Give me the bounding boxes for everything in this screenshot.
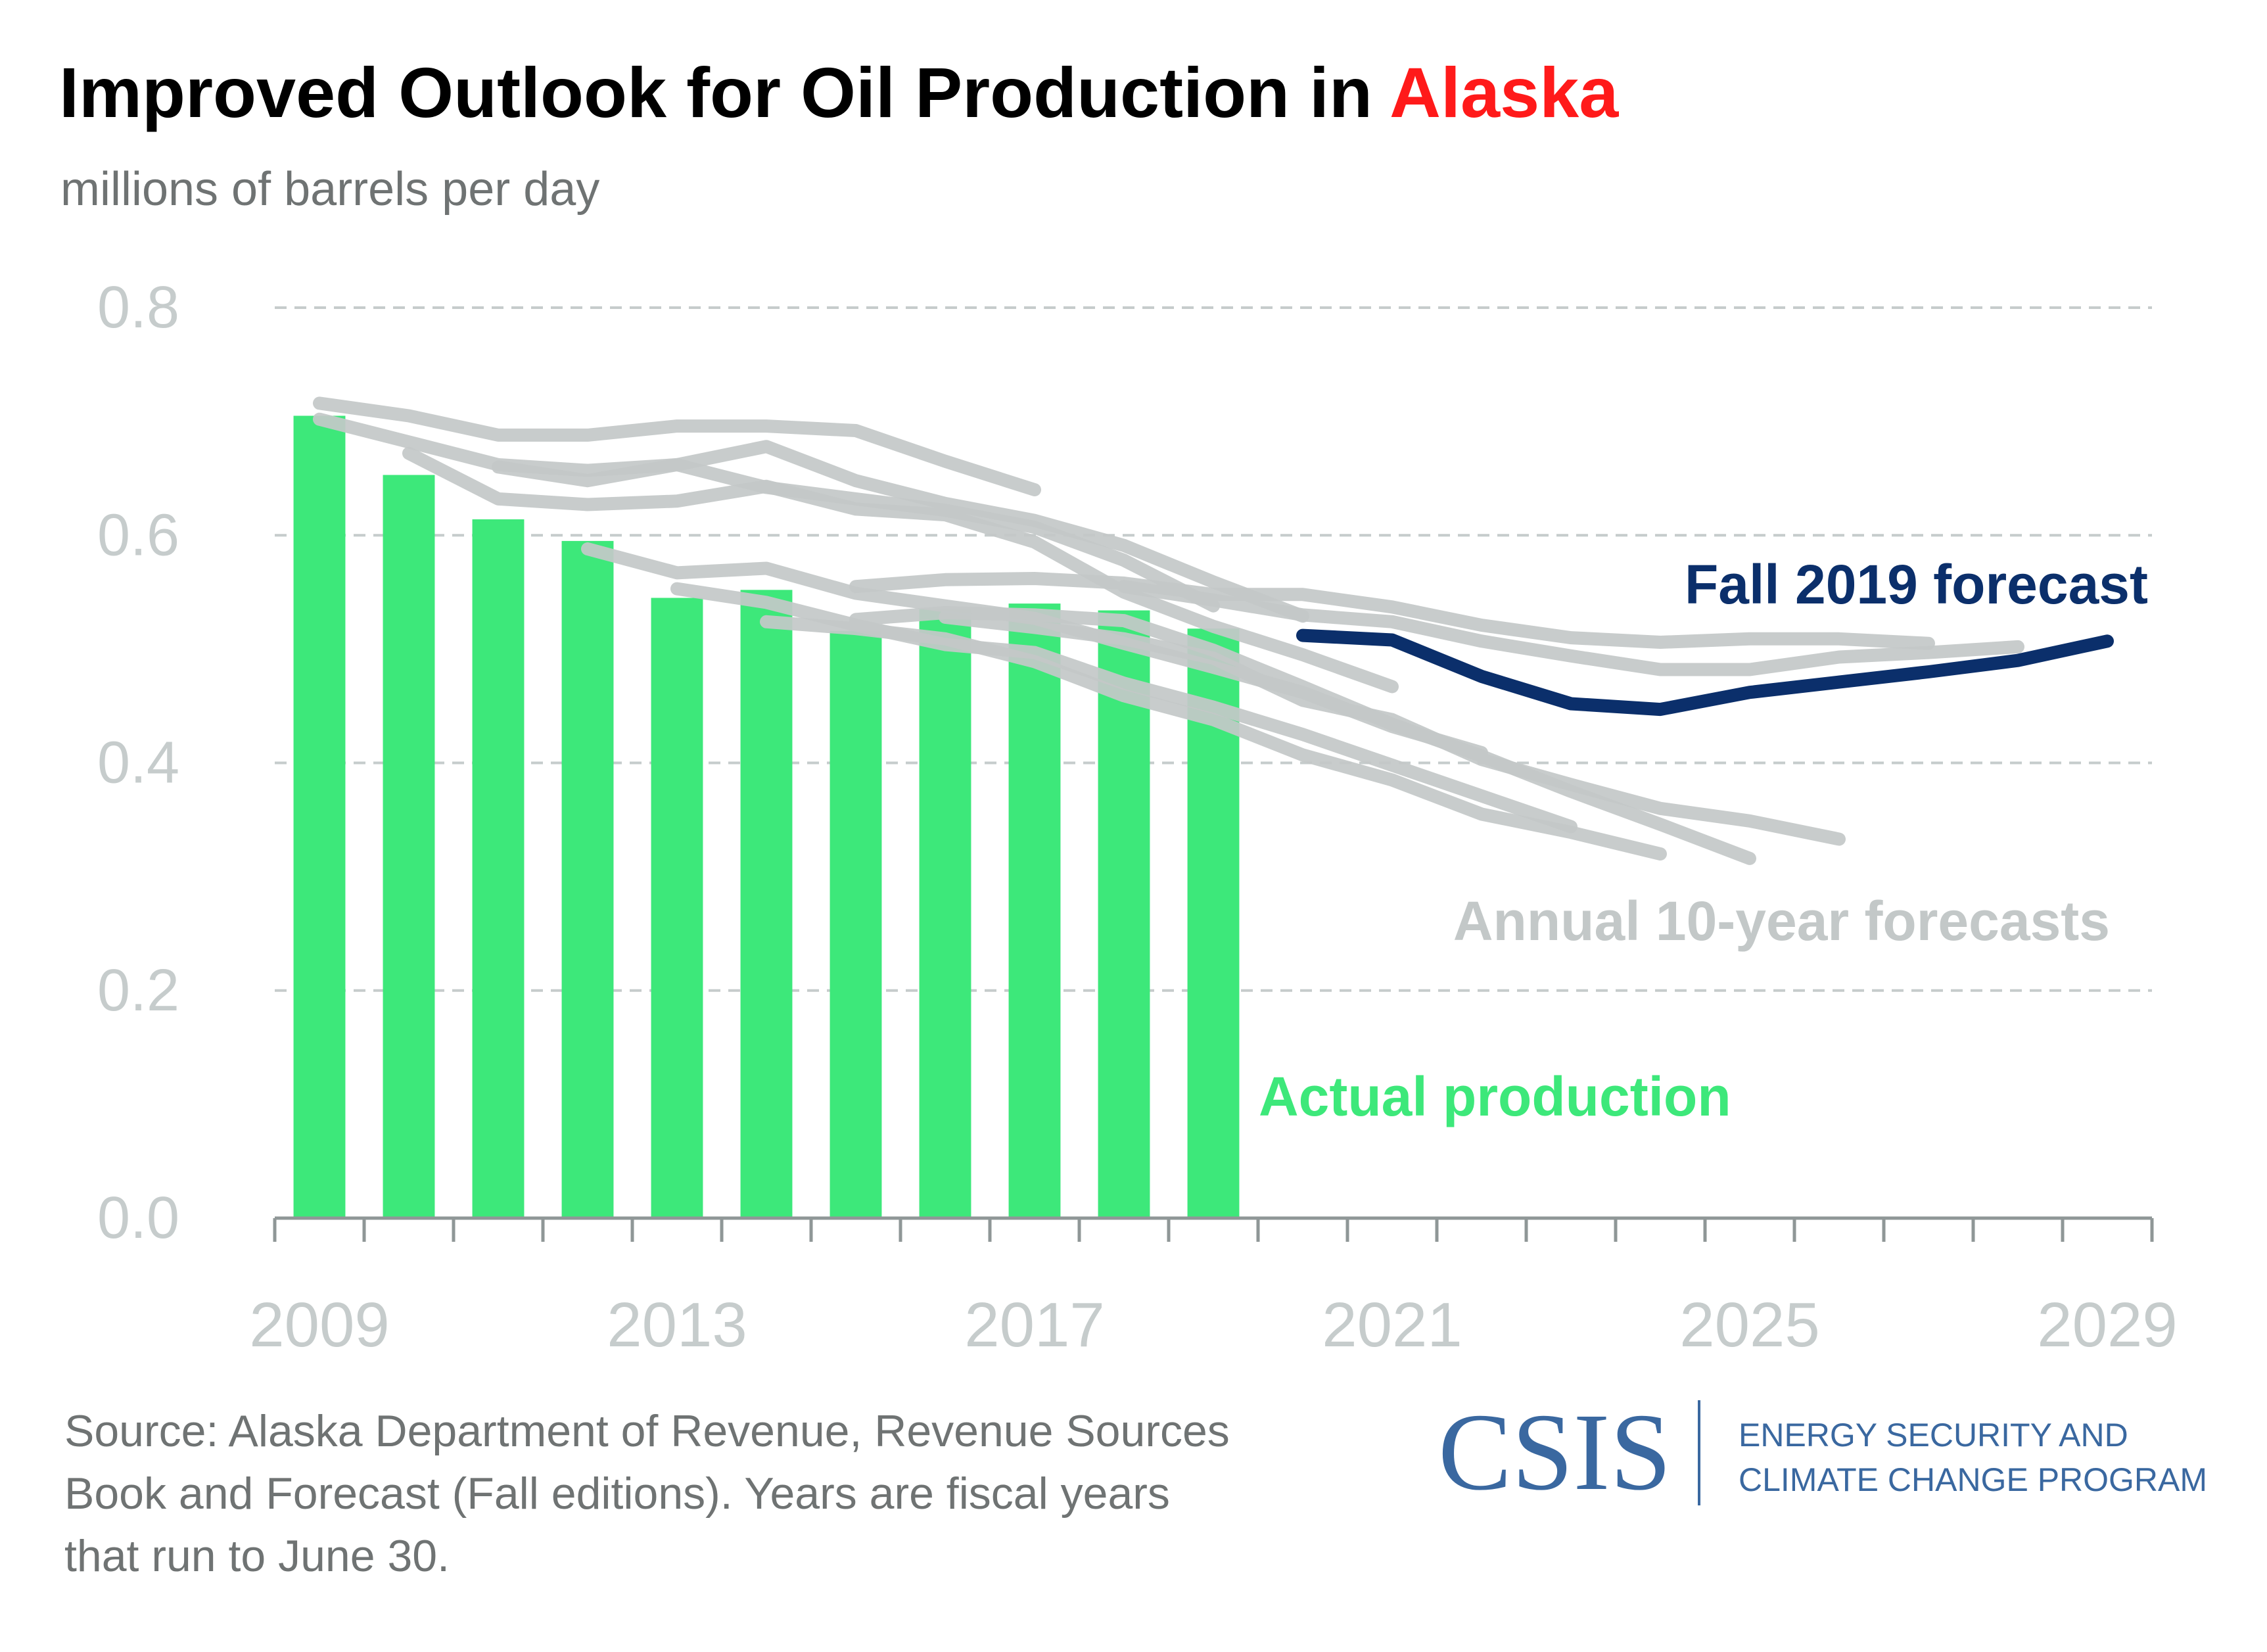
actual-production-bar xyxy=(651,598,703,1218)
x-tick-label: 2021 xyxy=(1322,1290,1462,1360)
fall-2019-forecast-line xyxy=(1296,628,2114,717)
y-tick-labels: 0.0 0.2 0.4 0.6 0.8 xyxy=(97,275,179,1251)
chart-title-main: Improved Outlook for Oil Production in xyxy=(59,53,1390,132)
program-line-2: CLIMATE CHANGE PROGRAM xyxy=(1739,1461,2207,1498)
x-tick-label: 2017 xyxy=(964,1290,1105,1360)
actual-production-bar xyxy=(1098,610,1150,1218)
forecast-line xyxy=(670,582,1578,834)
forecast-line xyxy=(313,396,1041,496)
forecast-line xyxy=(1117,580,2024,676)
y-tick-label: 0.2 xyxy=(97,958,179,1024)
source-line-2: Book and Forecast (Fall editions). Years… xyxy=(64,1469,1170,1519)
source-line-1: Source: Alaska Department of Revenue, Re… xyxy=(64,1406,1230,1456)
forecasts-label: Annual 10-year forecasts xyxy=(1453,890,2110,952)
actual-production-bar xyxy=(472,519,525,1219)
program-line-1: ENERGY SECURITY AND xyxy=(1739,1417,2128,1453)
chart-subtitle: millions of barrels per day xyxy=(60,163,599,216)
actual-production-label: Actual production xyxy=(1259,1066,1731,1127)
x-tick-label: 2025 xyxy=(1679,1290,1820,1360)
actual-production-bars xyxy=(293,415,1240,1219)
actual-production-bar xyxy=(561,540,614,1218)
x-axis xyxy=(273,1216,2154,1242)
chart-title-highlight: Alaska xyxy=(1390,53,1619,132)
actual-production-bar xyxy=(293,415,346,1218)
forecast-line xyxy=(939,610,1846,846)
y-tick-label: 0.8 xyxy=(97,275,179,341)
fall-2019-forecast-group xyxy=(1296,628,2114,717)
y-tick-label: 0.4 xyxy=(97,730,179,796)
chart-title: Improved Outlook for Oil Production in A… xyxy=(59,53,1619,132)
y-tick-label: 0.0 xyxy=(97,1185,179,1251)
y-tick-label: 0.6 xyxy=(97,502,179,568)
csis-logo: CSIS xyxy=(1438,1391,1671,1513)
fall-2019-label: Fall 2019 forecast xyxy=(1685,554,2148,615)
x-tick-labels: 2009 2013 2017 2021 2025 2029 xyxy=(249,1290,2178,1360)
forecast-line xyxy=(849,606,1756,865)
actual-production-bar xyxy=(740,590,793,1218)
actual-production-bar xyxy=(830,630,882,1218)
actual-production-bar xyxy=(1008,603,1061,1218)
actual-production-bar xyxy=(383,475,435,1218)
x-tick-label: 2013 xyxy=(607,1290,747,1360)
x-tick-label: 2009 xyxy=(249,1290,390,1360)
forecast-lines xyxy=(313,396,2024,865)
forecast-line xyxy=(492,440,1309,623)
forecast-line xyxy=(849,572,1935,650)
source-line-3: that run to June 30. xyxy=(64,1531,450,1581)
forecast-line xyxy=(402,446,1399,694)
actual-production-bar xyxy=(919,609,971,1218)
forecast-line xyxy=(760,615,1667,861)
x-tick-label: 2029 xyxy=(2037,1290,2178,1360)
